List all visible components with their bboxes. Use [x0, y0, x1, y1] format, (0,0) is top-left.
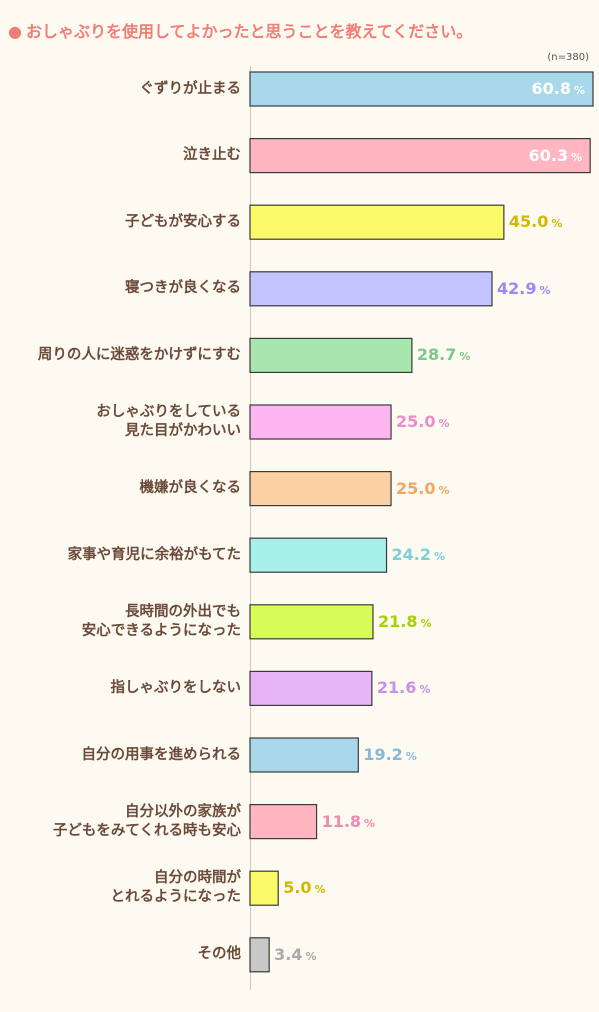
percent-sign-12: %	[314, 883, 326, 897]
value-label-3: 42.9%	[497, 279, 551, 298]
category-label-11: 自分以外の家族が 子どもをみてくれる時も安心	[52, 803, 241, 839]
category-label-4: 周りの人に迷惑をかけずにすむ	[37, 346, 241, 363]
value-number-8: 21.8	[377, 611, 418, 631]
percent-sign-13: %	[305, 949, 317, 963]
value-label-9: 21.6%	[377, 678, 431, 697]
value-label-6: 25.0%	[396, 479, 450, 498]
category-label-6: 機嫌が良くなる	[139, 480, 242, 497]
percent-sign-11: %	[364, 816, 376, 830]
bar-11	[249, 803, 318, 840]
category-label-2: 子どもが安心する	[125, 213, 241, 230]
percent-sign-0: %	[573, 84, 585, 97]
bar-3	[249, 271, 493, 307]
category-label-7: 家事や育児に余裕がもてた	[67, 546, 241, 563]
title-text: おしゃぶりを使用してよかったと思うことを教えてください。	[25, 22, 473, 41]
percent-sign-5: %	[438, 417, 450, 430]
percent-sign-7: %	[434, 550, 446, 564]
bar-6	[249, 471, 392, 507]
value-label-4: 28.7%	[417, 345, 471, 364]
percent-sign-9: %	[419, 683, 431, 697]
value-number-0: 60.8	[531, 79, 571, 98]
bar-2	[249, 204, 505, 240]
bar-10	[249, 737, 359, 773]
value-number-5: 25.0	[396, 412, 436, 431]
value-label-0: 60.8%	[531, 79, 585, 98]
value-label-12: 5.0%	[283, 878, 325, 897]
value-number-13: 3.4	[274, 944, 303, 964]
bar-0	[249, 71, 594, 107]
value-label-8: 21.8%	[378, 612, 432, 631]
chart-title: ● おしゃぶりを使用してよかったと思うことを教えてください。	[8, 18, 472, 42]
category-label-1: 泣き止む	[183, 147, 241, 164]
bar-12	[249, 870, 279, 906]
value-label-1: 60.3%	[529, 146, 583, 165]
value-label-13: 3.4%	[274, 945, 316, 964]
bar-4	[249, 337, 413, 373]
bar-7	[249, 537, 388, 573]
category-label-13: その他	[197, 946, 242, 963]
value-number-10: 19.2	[363, 745, 403, 764]
value-number-7: 24.2	[391, 545, 431, 565]
percent-sign-8: %	[420, 616, 432, 630]
value-label-5: 25.0%	[396, 412, 450, 431]
value-number-9: 21.6	[376, 678, 417, 698]
bar-5	[249, 404, 392, 440]
percent-sign-3: %	[539, 283, 551, 297]
value-label-7: 24.2%	[392, 545, 446, 564]
value-number-1: 60.3	[528, 145, 569, 165]
sample-size-label: (n=380)	[547, 52, 589, 63]
category-axis-line	[250, 66, 251, 990]
category-label-10: 自分の用事を進められる	[81, 746, 242, 763]
value-number-12: 5.0	[283, 878, 312, 898]
category-label-9: 指しゃぶりをしない	[110, 679, 242, 696]
percent-sign-10: %	[405, 750, 417, 763]
value-label-10: 19.2%	[363, 745, 417, 764]
category-label-0: ぐずりが止まる	[139, 80, 242, 97]
value-label-11: 11.8%	[322, 812, 376, 831]
value-number-6: 25.0	[396, 478, 436, 498]
category-label-12: 自分の時間が とれるようになった	[110, 870, 242, 906]
value-number-3: 42.9	[497, 278, 537, 298]
value-label-2: 45.0%	[509, 212, 563, 231]
percent-sign-6: %	[438, 483, 450, 497]
bar-1	[249, 138, 591, 174]
bar-9	[249, 670, 373, 707]
bar-8	[249, 604, 374, 640]
title-bullet: ●	[8, 22, 22, 41]
percent-sign-1: %	[571, 150, 583, 164]
bar-13	[249, 937, 270, 973]
category-label-3: 寝つきが良くなる	[125, 280, 241, 297]
category-label-5: おしゃぶりをしている 見た目がかわいい	[96, 404, 241, 439]
category-label-8: 長時間の外出でも 安心できるようになった	[81, 603, 241, 639]
value-number-4: 28.7	[416, 345, 457, 365]
value-number-11: 11.8	[321, 811, 362, 831]
percent-sign-2: %	[551, 217, 563, 231]
percent-sign-4: %	[459, 350, 471, 364]
value-number-2: 45.0	[508, 212, 549, 232]
